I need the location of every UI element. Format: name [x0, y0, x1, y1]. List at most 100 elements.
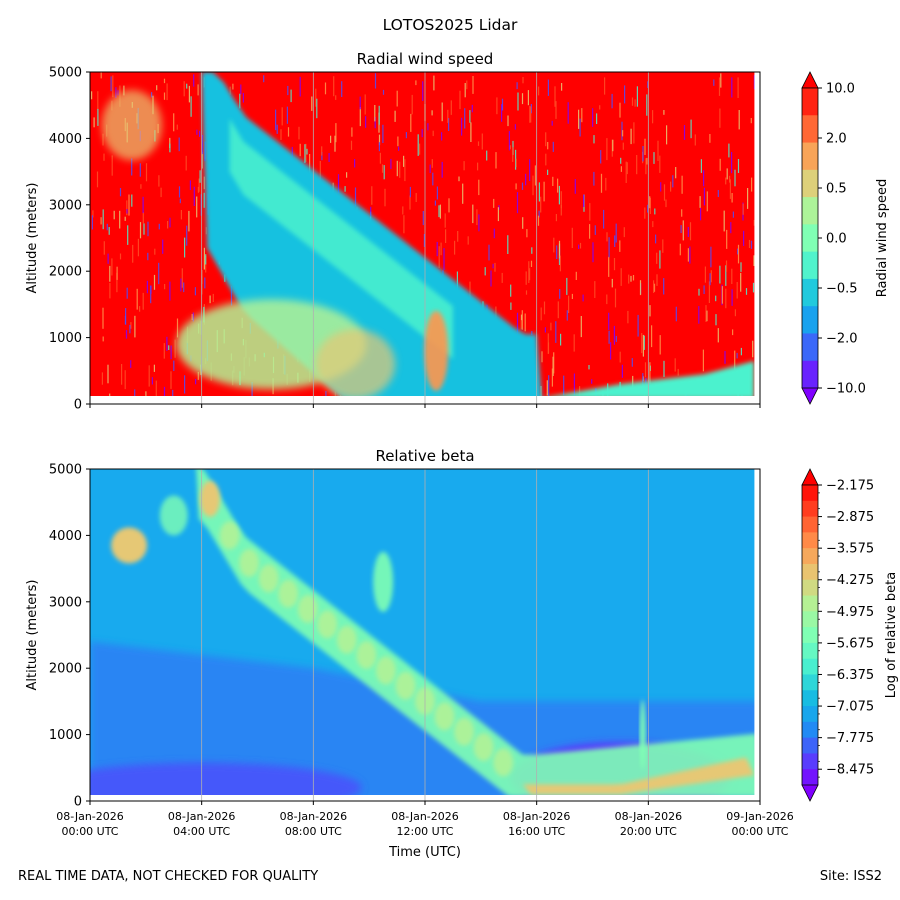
wind-noise-speck — [680, 225, 682, 233]
wind-noise-speck — [116, 266, 118, 280]
wind-noise-speck — [94, 401, 96, 404]
wind-noise-speck — [636, 155, 638, 175]
wind-noise-speck — [752, 282, 755, 293]
wind-noise-speck — [299, 76, 301, 97]
wind-noise-speck — [659, 335, 661, 355]
wind-noise-speck — [705, 305, 707, 322]
y-tick-label: 1000 — [49, 728, 82, 743]
colorbar-tick-label: −2.875 — [826, 510, 874, 525]
wind-noise-speck — [515, 149, 517, 170]
wind-noise-speck — [203, 176, 205, 190]
wind-noise-speck — [596, 113, 598, 124]
wind-noise-speck — [615, 223, 617, 243]
wind-noise-speck — [551, 120, 553, 126]
wind-noise-speck — [719, 265, 721, 284]
wind-noise-speck — [359, 96, 361, 110]
wind-noise-speck — [580, 316, 582, 338]
wind-noise-speck — [103, 153, 105, 161]
wind-noise-speck — [478, 179, 480, 196]
wind-noise-speck — [734, 169, 736, 187]
wind-noise-speck — [713, 79, 715, 86]
wind-noise-speck — [740, 347, 742, 356]
wind-noise-speck — [515, 183, 517, 190]
wind-noise-speck — [287, 127, 290, 137]
colorbar-swatch — [802, 516, 818, 533]
beta-layer-core — [219, 521, 240, 550]
wind-noise-speck — [469, 110, 471, 123]
wind-noise-speck — [119, 210, 121, 229]
wind-noise-speck — [639, 280, 642, 296]
wind-noise-speck — [649, 196, 651, 209]
wind-noise-speck — [130, 322, 132, 329]
wind-noise-speck — [750, 118, 752, 124]
colorbar-swatch — [802, 548, 818, 565]
colorbar-swatch — [802, 500, 818, 518]
wind-noise-speck — [532, 175, 534, 196]
wind-noise-speck — [608, 330, 610, 344]
wind-grid — [201, 72, 649, 404]
wind-noise-speck — [659, 250, 661, 269]
wind-noise-speck — [753, 220, 755, 226]
colorbar-swatch — [802, 485, 818, 502]
wind-noise-speck — [127, 225, 129, 245]
wind-noise-speck — [545, 132, 547, 147]
wind-noise-speck — [620, 157, 622, 164]
wind-noise-speck — [126, 287, 128, 299]
wind-noise-speck — [556, 245, 558, 259]
wind-noise-speck — [751, 177, 753, 192]
wind-noise-speck — [346, 172, 348, 178]
beta-layer-core — [473, 733, 494, 762]
wind-noise-speck — [663, 360, 665, 377]
wind-noise-speck — [350, 140, 353, 150]
wind-noise-speck — [715, 314, 717, 326]
colorbar-swatch — [802, 88, 818, 116]
wind-noise-speck — [660, 182, 662, 192]
wind-noise-speck — [421, 129, 423, 138]
wind-noise-speck — [567, 102, 569, 124]
wind-noise-speck — [611, 93, 613, 109]
wind-noise-speck — [197, 371, 199, 380]
wind-noise-speck — [403, 155, 405, 167]
wind-noise-speck — [747, 188, 749, 209]
wind-noise-speck — [359, 107, 361, 127]
wind-noise-speck — [721, 286, 723, 304]
wind-noise-speck — [710, 246, 712, 268]
wind-noise-speck — [605, 177, 607, 191]
wind-noise-speck — [703, 285, 705, 294]
wind-noise-speck — [441, 161, 443, 178]
wind-noise-speck — [694, 134, 696, 146]
wind-noise-speck — [603, 209, 605, 229]
wind-noise-speck — [240, 84, 242, 95]
wind-noise-speck — [180, 210, 182, 220]
wind-noise-speck — [689, 222, 692, 241]
wind-noise-speck — [378, 134, 381, 146]
wind-noise-speck — [193, 186, 195, 206]
wind-noise-speck — [738, 110, 740, 130]
wind-noise-speck — [484, 267, 486, 276]
wind-noise-speck — [552, 141, 554, 152]
colorbar-swatch — [802, 360, 818, 389]
wind-y-label: Altitude (meters) — [25, 183, 40, 294]
wind-noise-speck — [438, 205, 440, 218]
wind-noise-speck — [100, 72, 102, 79]
wind-noise-speck — [547, 169, 549, 175]
wind-noise-speck — [551, 368, 553, 387]
colorbar-swatch — [802, 674, 818, 691]
wind-noise-speck — [632, 375, 634, 388]
wind-noise-speck — [192, 312, 194, 322]
wind-noise-speck — [169, 137, 171, 148]
wind-noise-speck — [704, 266, 706, 283]
beta-layer-core — [356, 641, 377, 670]
wind-noise-speck — [335, 95, 337, 100]
wind-colorbar-label: Radial wind speed — [875, 179, 890, 297]
wind-noise-speck — [547, 79, 549, 96]
wind-noise-speck — [698, 306, 700, 324]
wind-noise-speck — [478, 214, 480, 232]
wind-noise-speck — [281, 107, 283, 126]
wind-noise-speck — [561, 83, 563, 91]
wind-noise-speck — [521, 182, 524, 190]
wind-noise-speck — [571, 227, 573, 248]
beta-spike — [639, 699, 646, 770]
wind-noise-speck — [520, 314, 523, 321]
wind-noise-speck — [492, 263, 494, 269]
